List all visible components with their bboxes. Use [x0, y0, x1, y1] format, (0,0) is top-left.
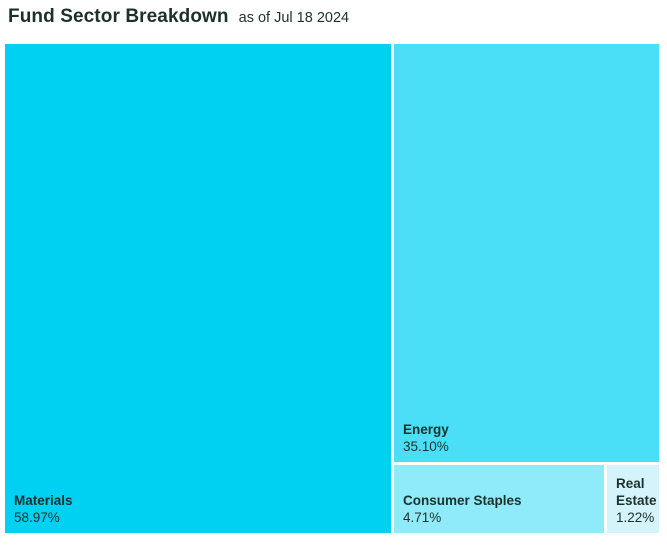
treemap-cell-consumer-staples: Consumer Staples 4.71% — [394, 465, 604, 533]
cell-label-materials: Materials 58.97% — [14, 492, 390, 526]
sector-name-real-estate: Real Estate — [616, 476, 657, 508]
sector-value-energy: 35.10% — [403, 439, 449, 454]
sector-value-materials: 58.97% — [14, 510, 60, 525]
sector-name-energy: Energy — [403, 422, 449, 437]
sector-value-consumer-staples: 4.71% — [403, 510, 442, 525]
sector-name-materials: Materials — [14, 493, 73, 508]
cell-label-energy: Energy 35.10% — [403, 421, 658, 455]
sector-name-consumer-staples: Consumer Staples — [403, 493, 522, 508]
chart-header: Fund Sector Breakdown as of Jul 18 2024 — [8, 6, 349, 28]
chart-title: Fund Sector Breakdown — [8, 6, 229, 27]
sector-value-real-estate: 1.22% — [616, 510, 655, 525]
cell-label-real-estate: Real Estate 1.22% — [616, 475, 658, 526]
cell-label-consumer-staples: Consumer Staples 4.71% — [403, 492, 603, 526]
treemap-cell-materials: Materials 58.97% — [5, 44, 391, 533]
chart-as-of-date: as of Jul 18 2024 — [238, 10, 350, 26]
sector-treemap: Materials 58.97% Energy 35.10% Consumer … — [5, 44, 659, 533]
treemap-cell-energy: Energy 35.10% — [394, 44, 659, 462]
treemap-cell-real-estate: Real Estate 1.22% — [607, 465, 659, 533]
